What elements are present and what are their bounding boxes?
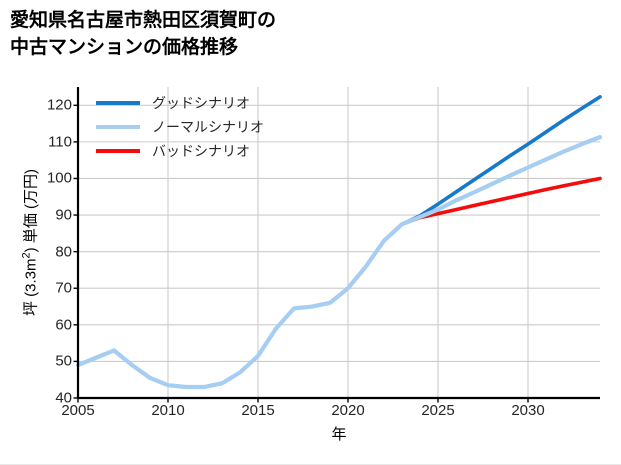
y-tick-label: 110 [48, 133, 72, 151]
series-line-normal [75, 135, 603, 390]
y-axis-label: 坪 (3.3m2) 単価 (万円) [20, 83, 41, 403]
y-tick-label: 50 [55, 352, 72, 370]
y-axis-label-suffix: ) 単価 (万円) [22, 169, 40, 253]
x-tick-label: 2030 [511, 402, 545, 419]
x-axis-tick-labels: 2005 2010 2015 2020 2025 2030 [61, 402, 600, 422]
x-axis-label: 年 [331, 426, 347, 443]
chart-svg [73, 87, 603, 403]
x-tick-label: 2015 [241, 402, 275, 419]
series-line-good [400, 95, 602, 227]
y-axis-label-prefix: 坪 (3.3m [22, 258, 40, 316]
y-axis-tick-labels: 40 50 60 70 80 90 100 110 120 [26, 87, 72, 407]
plot-area [73, 87, 603, 403]
chart-title: 愛知県名古屋市熱田区須賀町の 中古マンションの価格推移 [10, 10, 277, 58]
x-tick-label: 2005 [61, 402, 95, 419]
y-tick-label: 70 [55, 279, 72, 297]
legend-label: グッドシナリオ [152, 95, 250, 111]
legend-item[interactable]: バッドシナリオ [96, 139, 316, 163]
axis-spines [76, 87, 600, 400]
legend-label: バッドシナリオ [152, 143, 250, 159]
y-tick-label: 60 [55, 316, 72, 334]
legend-swatch-bad [96, 149, 140, 153]
legend-swatch-normal [96, 125, 140, 129]
series-line-bad [400, 176, 602, 227]
y-axis-label-superscript: 2 [20, 252, 33, 259]
x-tick-label: 2010 [151, 402, 185, 419]
legend-label: ノーマルシナリオ [152, 119, 264, 135]
y-tick-label: 40 [55, 389, 72, 407]
y-tick-label: 80 [55, 243, 72, 261]
chart-legend: グッドシナリオ ノーマルシナリオ バッドシナリオ [96, 91, 316, 163]
x-tick-label: 2020 [331, 402, 365, 419]
series-lines [75, 95, 603, 390]
legend-swatch-good [96, 101, 140, 105]
axis-tick-marks [73, 104, 529, 403]
y-tick-label: 100 [46, 169, 72, 187]
legend-item[interactable]: グッドシナリオ [96, 91, 316, 115]
y-tick-label: 120 [46, 96, 72, 114]
x-tick-label: 2025 [421, 402, 455, 419]
y-tick-label: 90 [55, 206, 72, 224]
legend-item[interactable]: ノーマルシナリオ [96, 115, 316, 139]
